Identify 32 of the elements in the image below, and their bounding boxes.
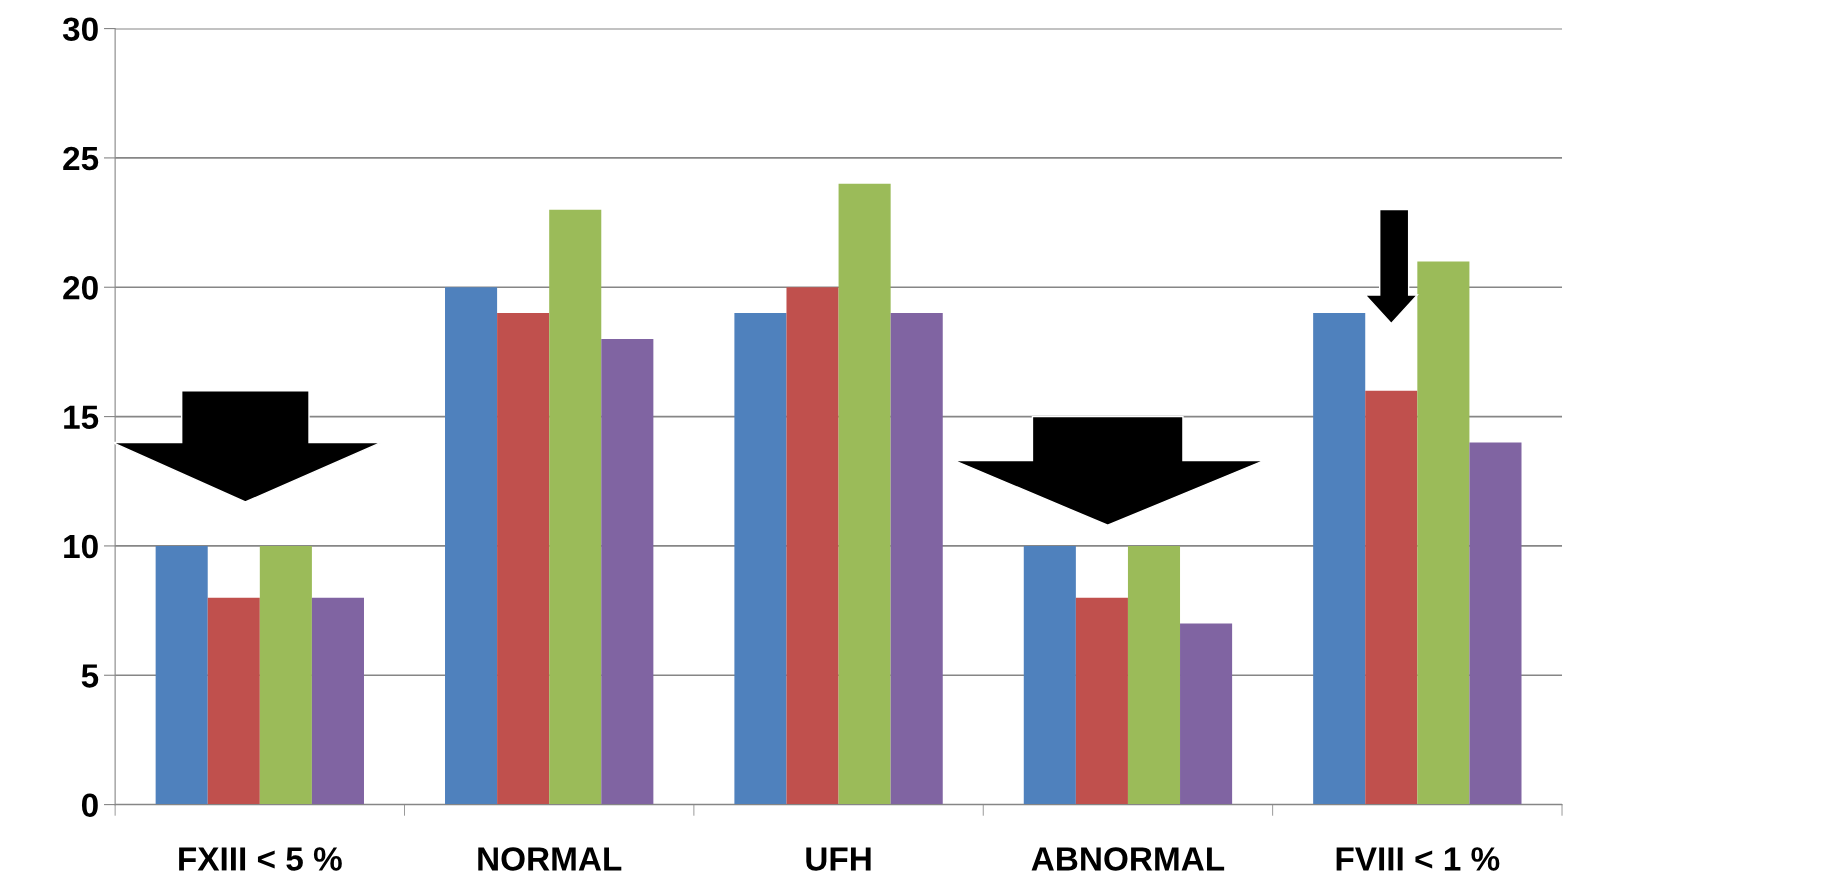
bar	[838, 183, 891, 805]
y-tick-label: 15	[64, 405, 99, 429]
bar	[786, 287, 839, 805]
bar	[1417, 261, 1470, 805]
bar	[1075, 597, 1128, 805]
y-tick-label: 30	[62, 17, 98, 42]
bar	[601, 338, 654, 805]
bar	[259, 545, 312, 805]
bar	[207, 597, 260, 805]
y-tick-label: 20	[63, 276, 98, 300]
bar	[549, 209, 602, 805]
bar	[1469, 442, 1522, 805]
bar	[155, 545, 208, 805]
bar	[311, 597, 364, 805]
bar	[1313, 313, 1366, 805]
bar	[734, 313, 787, 805]
bar	[1127, 545, 1181, 805]
bar	[445, 287, 498, 805]
y-tick-label: 5	[81, 664, 99, 688]
x-tick-label: ABNORMAL	[1031, 847, 1225, 871]
y-tick-label: 25	[63, 146, 99, 171]
bar	[497, 313, 550, 805]
y-tick-label: 10	[64, 534, 98, 559]
bar	[890, 313, 943, 805]
bar	[1023, 545, 1076, 805]
bar	[1365, 390, 1418, 805]
x-tick-label: FXIII < 5 %	[179, 847, 342, 871]
x-tick-label: UFH	[806, 847, 871, 871]
y-tick-label: 0	[81, 793, 98, 817]
bar	[1180, 623, 1233, 805]
x-tick-label: FVIII < 1 %	[1336, 847, 1500, 871]
x-tick-label: NORMAL	[478, 847, 622, 871]
